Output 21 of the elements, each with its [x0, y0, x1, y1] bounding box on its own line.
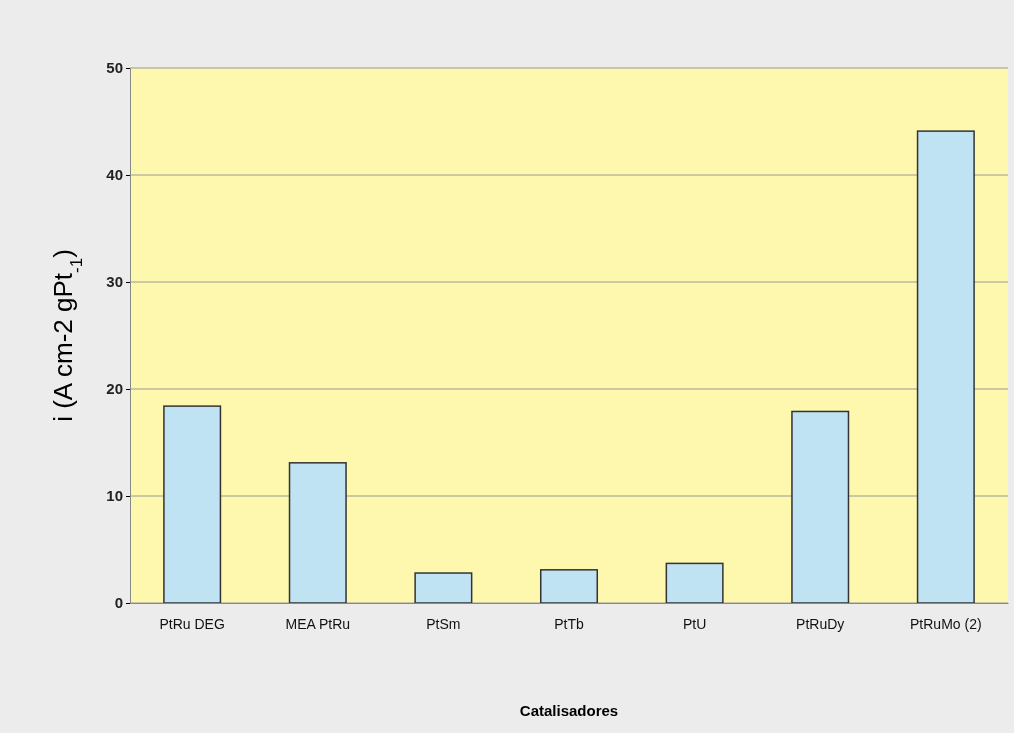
x-tick-label: PtTb	[554, 616, 584, 632]
x-tick-label: PtRu DEG	[159, 616, 225, 632]
y-tick-label: 0	[114, 594, 123, 612]
bar	[791, 410, 850, 604]
x-tick-label: PtU	[682, 616, 707, 632]
y-tick-label: 50	[106, 59, 123, 77]
bar	[288, 462, 347, 604]
x-tick-label: MEA PtRu	[285, 616, 351, 632]
bar	[539, 569, 599, 604]
bar	[163, 405, 222, 604]
x-tick-label: PtRuDy	[796, 616, 845, 632]
x-axis-title: Catalisadores	[519, 702, 619, 719]
x-tick-label: PtSm	[426, 616, 461, 632]
x-tick-label: PtRuMo (2)	[910, 616, 982, 632]
bar	[665, 562, 724, 604]
y-tick-label: 40	[106, 166, 123, 184]
y-tick-label: 10	[106, 487, 123, 505]
bar	[916, 130, 975, 604]
y-tick-label: 30	[106, 273, 123, 291]
bar	[414, 572, 473, 604]
y-tick-label: 20	[106, 380, 123, 398]
